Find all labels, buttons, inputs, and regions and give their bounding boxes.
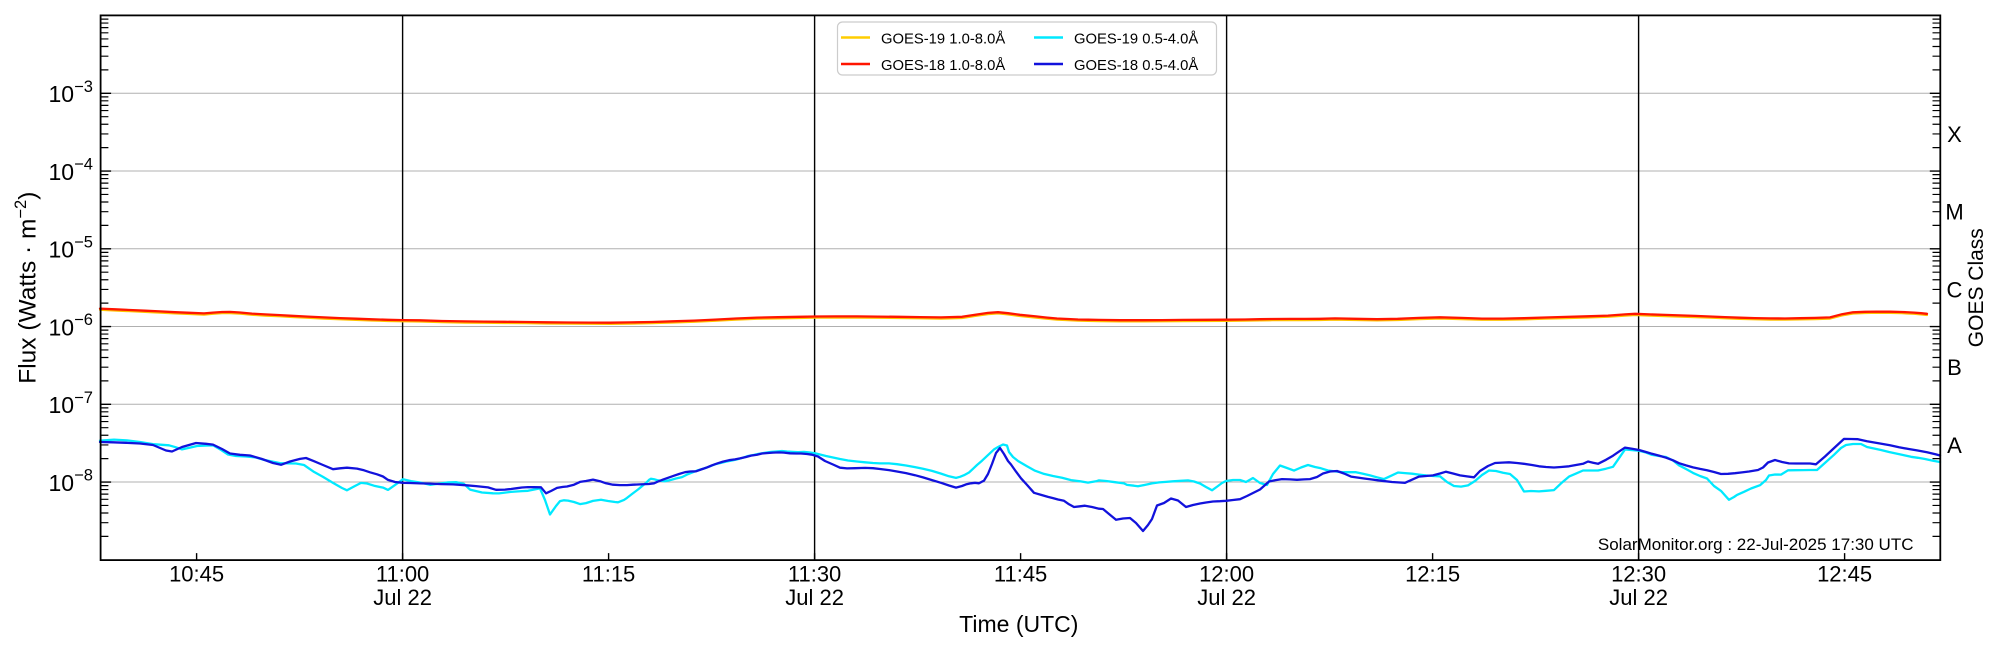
svg-text:GOES-19 0.5-4.0Å: GOES-19 0.5-4.0Å: [1074, 31, 1198, 48]
svg-text:GOES Class: GOES Class: [1965, 228, 1988, 347]
svg-text:B: B: [1947, 355, 1962, 380]
svg-text:10−6: 10−6: [49, 311, 93, 340]
svg-text:12:30: 12:30: [1611, 562, 1666, 587]
svg-text:11:45: 11:45: [994, 562, 1047, 587]
svg-text:Jul 22: Jul 22: [373, 585, 432, 610]
svg-text:Jul 22: Jul 22: [785, 585, 844, 610]
svg-text:Jul 22: Jul 22: [1197, 585, 1256, 610]
svg-text:12:15: 12:15: [1405, 562, 1460, 587]
svg-text:10:45: 10:45: [169, 562, 224, 587]
svg-text:10−3: 10−3: [49, 78, 93, 107]
svg-text:Jul 22: Jul 22: [1609, 585, 1668, 610]
svg-text:11:00: 11:00: [376, 562, 429, 587]
svg-text:GOES-18 1.0-8.0Å: GOES-18 1.0-8.0Å: [881, 57, 1005, 74]
svg-text:A: A: [1947, 433, 1962, 458]
svg-text:GOES-19 1.0-8.0Å: GOES-19 1.0-8.0Å: [881, 31, 1005, 48]
svg-text:10−7: 10−7: [49, 389, 93, 418]
svg-text:SolarMonitor.org : 22-Jul-2025: SolarMonitor.org : 22-Jul-2025 17:30 UTC: [1598, 535, 1914, 554]
svg-text:11:15: 11:15: [582, 562, 635, 587]
svg-text:M: M: [1945, 200, 1963, 225]
svg-text:Flux (Watts · m−2): Flux (Watts · m−2): [12, 192, 42, 384]
svg-text:12:45: 12:45: [1817, 562, 1872, 587]
svg-text:10−5: 10−5: [49, 233, 93, 262]
svg-text:X: X: [1947, 122, 1962, 147]
svg-text:10−4: 10−4: [49, 156, 93, 185]
svg-text:Time (UTC): Time (UTC): [959, 611, 1078, 637]
svg-text:C: C: [1947, 277, 1963, 302]
svg-text:12:00: 12:00: [1199, 562, 1254, 587]
svg-text:GOES-18 0.5-4.0Å: GOES-18 0.5-4.0Å: [1074, 57, 1198, 74]
svg-text:11:30: 11:30: [788, 562, 841, 587]
svg-text:10−8: 10−8: [49, 467, 93, 496]
